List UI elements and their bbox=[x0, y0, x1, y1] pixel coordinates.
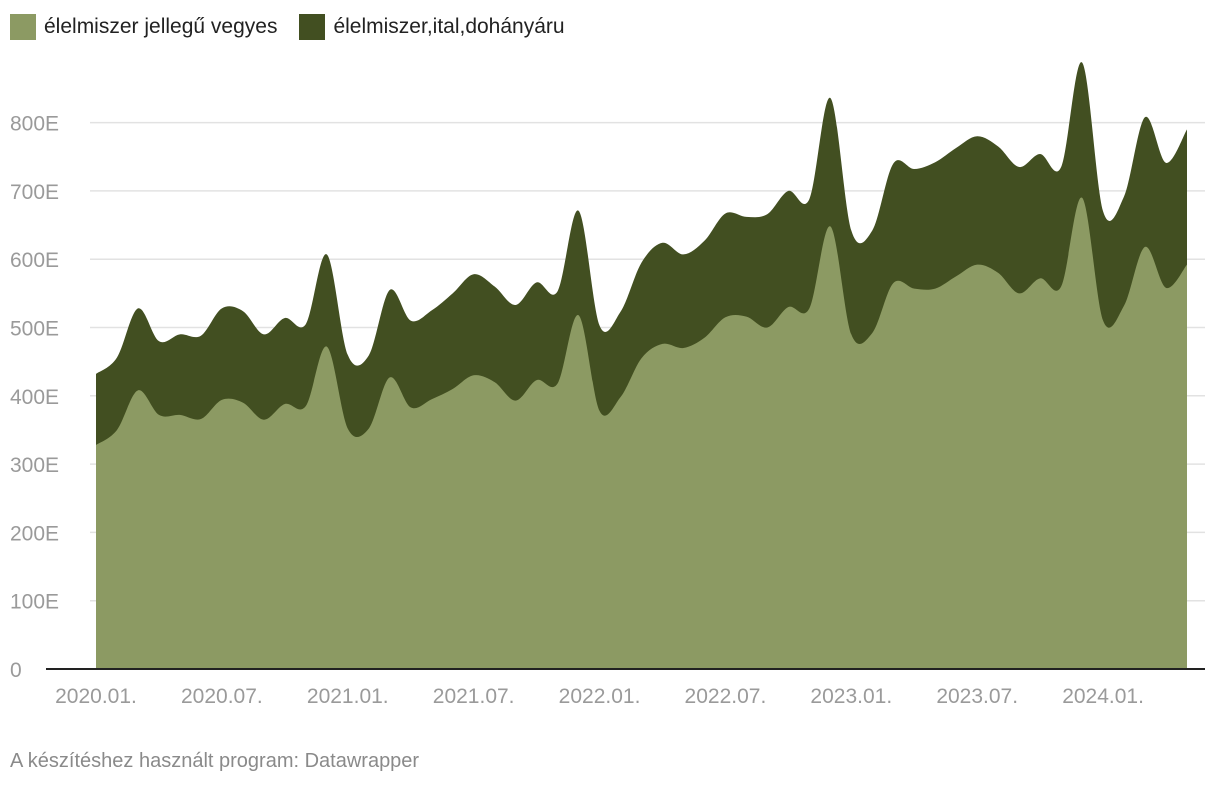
area-chart: 0 100E 200E 300E 400E 500E 600E 700E 800E 2020.01… bbox=[10, 62, 1205, 708]
x-tick-label: 2020.07. bbox=[181, 685, 263, 708]
x-tick-label: 2020.01. bbox=[55, 685, 137, 708]
y-tick-label: 600E bbox=[10, 249, 59, 272]
x-tick-label: 2024.01. bbox=[1062, 685, 1144, 708]
y-tick-label: 100E bbox=[10, 591, 59, 614]
x-tick-label: 2022.07. bbox=[685, 685, 767, 708]
y-tick-label: 700E bbox=[10, 181, 59, 204]
y-tick-label: 400E bbox=[10, 386, 59, 409]
x-tick-label: 2021.01. bbox=[307, 685, 389, 708]
legend-swatch-light bbox=[10, 14, 36, 40]
x-tick-label: 2023.07. bbox=[936, 685, 1018, 708]
y-tick-label: 0 bbox=[10, 659, 22, 682]
x-tick-label: 2023.01. bbox=[810, 685, 892, 708]
legend-swatch-dark bbox=[299, 14, 326, 40]
y-tick-label: 500E bbox=[10, 318, 59, 341]
legend: élelmiszer jellegű vegyes élelmiszer,ita… bbox=[10, 10, 587, 44]
footer-credit: A készítéshez használt program: Datawrap… bbox=[10, 750, 420, 772]
y-tick-label: 300E bbox=[10, 454, 59, 477]
x-tick-label: 2021.07. bbox=[433, 685, 515, 708]
legend-label: élelmiszer jellegű vegyes bbox=[44, 15, 278, 38]
area-series-elelmiszer-jellegu-vegyes bbox=[96, 197, 1187, 669]
legend-item-elelmiszer-jellegu-vegyes: élelmiszer jellegű vegyes bbox=[10, 14, 277, 40]
x-tick-label: 2022.01. bbox=[559, 685, 641, 708]
y-tick-label: 200E bbox=[10, 522, 59, 545]
legend-label: élelmiszer,ital,dohányáru bbox=[333, 15, 565, 38]
legend-item-elelmiszer-ital-dohanyaru: élelmiszer,ital,dohányáru bbox=[299, 14, 565, 40]
y-tick-label: 800E bbox=[10, 113, 59, 136]
